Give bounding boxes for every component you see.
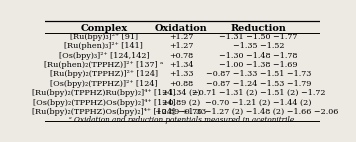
- Text: Reduction: Reduction: [230, 24, 286, 33]
- Text: ᵃ Oxidation and reduction potentials measured in acetonitrile.: ᵃ Oxidation and reduction potentials mea…: [69, 116, 296, 124]
- Text: [Ru(bpy)₂(TPPHZ)]²⁺ [124]: [Ru(bpy)₂(TPPHZ)]²⁺ [124]: [50, 70, 158, 78]
- Text: −1.35 −1.52: −1.35 −1.52: [232, 42, 284, 50]
- Text: +1.34: +1.34: [169, 61, 193, 69]
- Text: +1.27: +1.27: [169, 33, 193, 41]
- Text: −0.87 −1.24 −1.53 −1.79: −0.87 −1.24 −1.53 −1.79: [206, 80, 311, 88]
- Text: [Os(bpy)₂(TPPHZ)]²⁺ [124]: [Os(bpy)₂(TPPHZ)]²⁺ [124]: [50, 80, 158, 88]
- Text: +1.33: +1.33: [169, 70, 193, 78]
- Text: −0.71 −1.31 (2) −1.51 (2) −1.72: −0.71 −1.31 (2) −1.51 (2) −1.72: [192, 89, 325, 97]
- Text: +0.78: +0.78: [169, 52, 193, 60]
- Text: [Ru(phen)₂(TPPHZ)]²⁺ [137] ᵃ: [Ru(phen)₂(TPPHZ)]²⁺ [137] ᵃ: [44, 61, 163, 69]
- Text: −0.87 −1.33 −1.51 −1.73: −0.87 −1.33 −1.51 −1.73: [206, 70, 311, 78]
- Text: +1.34 (2): +1.34 (2): [162, 89, 200, 97]
- Text: −0.70 −1.21 (2) −1.44 (2): −0.70 −1.21 (2) −1.44 (2): [205, 99, 312, 107]
- Text: −0.70 −1.27 (2) −1.48 (2) −1.66 −2.06: −0.70 −1.27 (2) −1.48 (2) −1.66 −2.06: [178, 108, 339, 116]
- Text: −1.30 −1.48 −1.78: −1.30 −1.48 −1.78: [219, 52, 298, 60]
- Text: [Ru(bpy)₃]²⁺ [91]: [Ru(bpy)₃]²⁺ [91]: [70, 33, 138, 41]
- Text: +0.89 (2): +0.89 (2): [162, 99, 200, 107]
- Text: [Ru(bpy)₂(TPPHZ)Ru(bpy)₂]⁴⁺ [124]: [Ru(bpy)₂(TPPHZ)Ru(bpy)₂]⁴⁺ [124]: [32, 89, 176, 97]
- Text: [Os(bpy)₂(TPPHZ)Os(bpy)₂]⁴⁺ [124]: [Os(bpy)₂(TPPHZ)Os(bpy)₂]⁴⁺ [124]: [32, 99, 175, 107]
- Text: [Ru(bpy)₂(TPPHZ)Os(bpy)₂]⁴⁺ [124]: [Ru(bpy)₂(TPPHZ)Os(bpy)₂]⁴⁺ [124]: [32, 108, 176, 116]
- Text: Complex: Complex: [80, 24, 127, 33]
- Text: Oxidation: Oxidation: [155, 24, 208, 33]
- Text: [Ru(phen)₃]²⁺ [141]: [Ru(phen)₃]²⁺ [141]: [64, 42, 143, 50]
- Text: +0.88: +0.88: [169, 80, 193, 88]
- Text: −1.31 −1.50 −1.77: −1.31 −1.50 −1.77: [219, 33, 298, 41]
- Text: [Os(bpy)₃]²⁺ [124,142]: [Os(bpy)₃]²⁺ [124,142]: [58, 52, 149, 60]
- Text: −1.00 −1.38 −1.69: −1.00 −1.38 −1.69: [219, 61, 298, 69]
- Text: +0.89 +1.33: +0.89 +1.33: [156, 108, 207, 116]
- Text: +1.27: +1.27: [169, 42, 193, 50]
